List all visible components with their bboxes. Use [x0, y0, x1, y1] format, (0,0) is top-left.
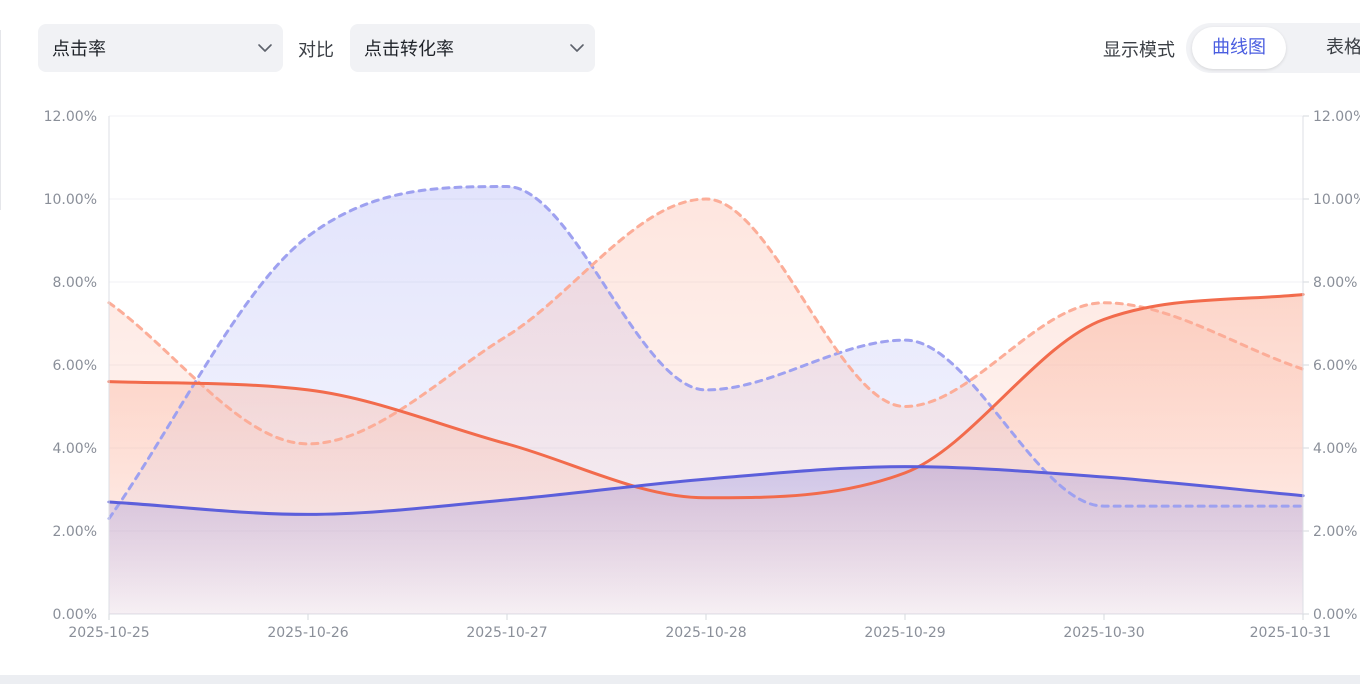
x-tick-label: 2025-10-25 [68, 625, 149, 641]
metric-select-value: 点击率 [52, 39, 106, 60]
y-tick-label-left: 4.00% [53, 441, 97, 457]
mode-tab-table[interactable]: 表格 [1326, 37, 1360, 58]
compare-select[interactable]: 点击转化率 [350, 24, 595, 72]
line-chart: 0.00% 0.00% 2.00% 2.00% 4.00% 4.00% 6.00% 6.00%… [44, 109, 1360, 641]
series-previous-conversion-line [107, 185, 1305, 521]
chart-toolbar: 点击率 对比 点击转化率 显示模式 曲线图 表格 [0, 0, 1360, 96]
chevron-down-icon [258, 44, 272, 52]
x-tick-label: 2025-10-28 [665, 625, 746, 641]
x-tick-label: 2025-10-26 [267, 625, 348, 641]
series-previous-ctr-line [107, 197, 1305, 446]
compare-label: 对比 [298, 40, 334, 61]
x-tick-label: 2025-10-31 [1250, 625, 1331, 641]
mode-tab-curve[interactable]: 曲线图 [1192, 27, 1286, 69]
series-current-conversion-line [107, 465, 1305, 516]
y-tick-label-right: 6.00% [1313, 358, 1357, 374]
y-tick-label-right: 4.00% [1313, 441, 1357, 457]
y-tick-label-left: 8.00% [53, 275, 97, 291]
x-tick-label: 2025-10-27 [466, 625, 547, 641]
y-tick-label-left: 10.00% [44, 192, 97, 208]
x-tick-label: 2025-10-30 [1063, 625, 1144, 641]
y-tick-label-right: 12.00% [1313, 109, 1360, 125]
compare-select-value: 点击转化率 [364, 39, 454, 60]
bottom-bar [0, 675, 1360, 684]
panel-edge [0, 30, 1, 210]
chevron-down-icon [570, 44, 584, 52]
y-tick-label-left: 12.00% [44, 109, 97, 125]
y-tick-label-right: 8.00% [1313, 275, 1357, 291]
display-mode-toggle: 曲线图 表格 [1186, 23, 1360, 73]
series-current-conversion-area [109, 466, 1303, 614]
y-tick-label-right: 2.00% [1313, 524, 1357, 540]
display-mode-label: 显示模式 [1103, 40, 1175, 61]
y-tick-label-right: 10.00% [1313, 192, 1360, 208]
series-current-ctr-line [107, 292, 1305, 500]
x-tick-label: 2025-10-29 [864, 625, 945, 641]
y-tick-label-left: 0.00% [53, 607, 97, 623]
series-areas [109, 186, 1303, 615]
y-tick-label-right: 0.00% [1313, 607, 1357, 623]
y-tick-label-left: 2.00% [53, 524, 97, 540]
metric-select[interactable]: 点击率 [38, 24, 283, 72]
y-tick-label-left: 6.00% [53, 358, 97, 374]
axes: 0.00% 0.00% 2.00% 2.00% 4.00% 4.00% 6.00% 6.00%… [44, 109, 1360, 641]
series-lines [107, 185, 1305, 521]
